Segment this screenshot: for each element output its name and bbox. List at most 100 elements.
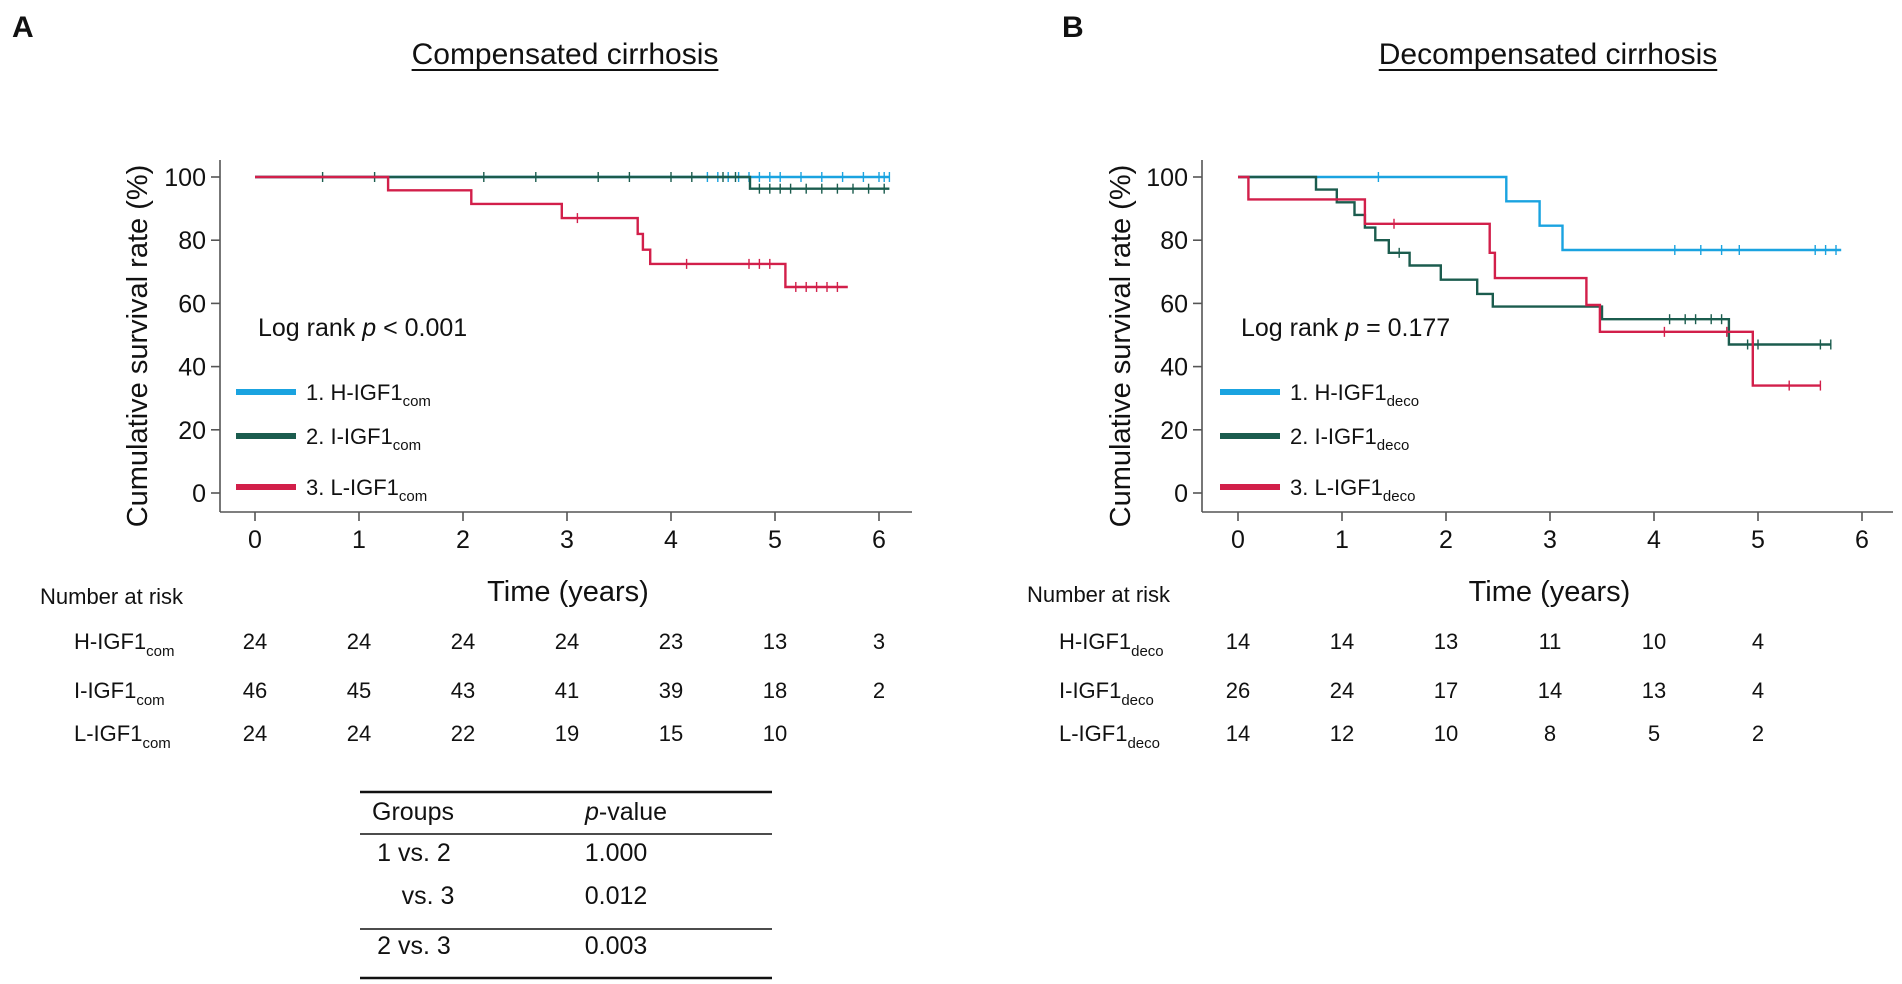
pvalue-header-rest: -value [599, 798, 667, 826]
pvalue-value: 1.000 [585, 839, 648, 867]
risk-row-subscript: com [146, 643, 174, 660]
risk-row-name-main: L-IGF1 [74, 721, 142, 746]
risk-row-name: H-IGF1deco [1059, 629, 1164, 660]
y-tick-label: 0 [192, 480, 206, 508]
y-tick-label: 20 [1160, 417, 1188, 445]
x-tick-label: 6 [1855, 526, 1869, 554]
risk-row-name: L-IGF1com [74, 721, 171, 752]
log-rank-p: p [1344, 314, 1359, 342]
number-at-risk-label: Number at risk [1027, 582, 1171, 607]
pvalue-value: 0.012 [585, 882, 648, 910]
pvalue-value: 0.003 [585, 932, 648, 960]
risk-value: 5 [1648, 721, 1660, 746]
pvalue-group: 1 vs. 2 [377, 839, 451, 867]
x-tick-label: 4 [664, 526, 678, 554]
y-tick-label: 60 [178, 290, 206, 318]
log-rank-annotation: Log rank p < 0.001 [258, 314, 467, 342]
legend-name: 2. I-IGF1 [306, 424, 393, 449]
x-tick-label: 3 [1543, 526, 1557, 554]
series-line-3 [255, 175, 848, 289]
risk-value: 24 [347, 721, 371, 746]
pvalue-header-p: p [584, 798, 599, 826]
x-tick-label: 0 [1231, 526, 1245, 554]
risk-value: 14 [1226, 721, 1250, 746]
legend-subscript: com [399, 488, 427, 505]
x-tick-label: 1 [352, 526, 366, 554]
risk-row-name-main: L-IGF1 [1059, 721, 1127, 746]
log-rank-value: = 0.177 [1359, 314, 1450, 342]
risk-value: 26 [1226, 678, 1250, 703]
risk-value: 43 [451, 678, 475, 703]
y-axis-label: Cumulative survival rate (%) [122, 165, 154, 528]
y-tick-label: 80 [178, 227, 206, 255]
y-axis-label: Cumulative survival rate (%) [1105, 165, 1137, 528]
risk-value: 23 [659, 629, 683, 654]
log-rank-prefix: Log rank [258, 314, 362, 342]
y-tick-label: 40 [178, 354, 206, 382]
x-tick-label: 1 [1335, 526, 1349, 554]
series-line-1 [1238, 175, 1842, 252]
x-tick-label: 2 [456, 526, 470, 554]
risk-value: 17 [1434, 678, 1458, 703]
risk-value: 10 [763, 721, 787, 746]
legend-label-2: 2. I-IGF1com [306, 424, 421, 454]
legend-subscript: deco [1387, 393, 1420, 410]
x-axis-label: Time (years) [1469, 576, 1631, 608]
pvalue-group: 2 vs. 3 [377, 932, 451, 960]
x-axis-label: Time (years) [487, 576, 649, 608]
risk-value: 14 [1538, 678, 1562, 703]
risk-row-name: H-IGF1com [74, 629, 174, 660]
risk-value: 41 [555, 678, 579, 703]
x-tick-label: 5 [1751, 526, 1765, 554]
risk-row-name-main: I-IGF1 [74, 678, 136, 703]
panel-letter: B [1062, 11, 1084, 44]
risk-value: 14 [1330, 629, 1354, 654]
panel-letter: A [12, 11, 34, 44]
risk-value: 24 [1330, 678, 1354, 703]
risk-value: 13 [1434, 629, 1458, 654]
risk-row-name: I-IGF1com [74, 678, 165, 709]
log-rank-annotation: Log rank p = 0.177 [1241, 314, 1450, 342]
risk-value: 22 [451, 721, 475, 746]
legend-name: 2. I-IGF1 [1290, 424, 1377, 449]
x-tick-label: 0 [248, 526, 262, 554]
risk-value: 2 [1752, 721, 1764, 746]
pvalue-header-groups: Groups [372, 798, 454, 826]
risk-row-subscript: com [142, 735, 170, 752]
risk-value: 13 [1642, 678, 1666, 703]
log-rank-value: < 0.001 [376, 314, 467, 342]
risk-value: 46 [243, 678, 267, 703]
series-line-2 [255, 175, 890, 190]
y-tick-label: 100 [1146, 164, 1188, 192]
legend-subscript: com [393, 437, 421, 454]
risk-row-name: I-IGF1deco [1059, 678, 1154, 709]
y-tick-label: 60 [1160, 290, 1188, 318]
y-tick-label: 0 [1174, 480, 1188, 508]
risk-row-name-main: H-IGF1 [1059, 629, 1131, 654]
legend-name: 1. H-IGF1 [306, 380, 403, 405]
risk-value: 11 [1539, 629, 1562, 654]
risk-value: 4 [1752, 678, 1764, 703]
legend-name: 3. L-IGF1 [306, 475, 399, 500]
series-line-3 [1238, 175, 1821, 387]
risk-value: 10 [1642, 629, 1666, 654]
x-tick-label: 2 [1439, 526, 1453, 554]
legend-label-1: 1. H-IGF1deco [1290, 380, 1419, 410]
risk-value: 3 [873, 629, 885, 654]
risk-row-subscript: deco [1131, 643, 1164, 660]
risk-value: 39 [659, 678, 683, 703]
legend-label-2: 2. I-IGF1deco [1290, 424, 1409, 454]
x-tick-label: 3 [560, 526, 574, 554]
legend-label-1: 1. H-IGF1com [306, 380, 431, 410]
legend-subscript: deco [1383, 488, 1416, 505]
risk-value: 24 [243, 721, 267, 746]
risk-row-name: L-IGF1deco [1059, 721, 1160, 752]
risk-row-name-main: I-IGF1 [1059, 678, 1121, 703]
risk-row-name-main: H-IGF1 [74, 629, 146, 654]
risk-value: 8 [1544, 721, 1556, 746]
legend-name: 3. L-IGF1 [1290, 475, 1383, 500]
y-tick-label: 20 [178, 417, 206, 445]
